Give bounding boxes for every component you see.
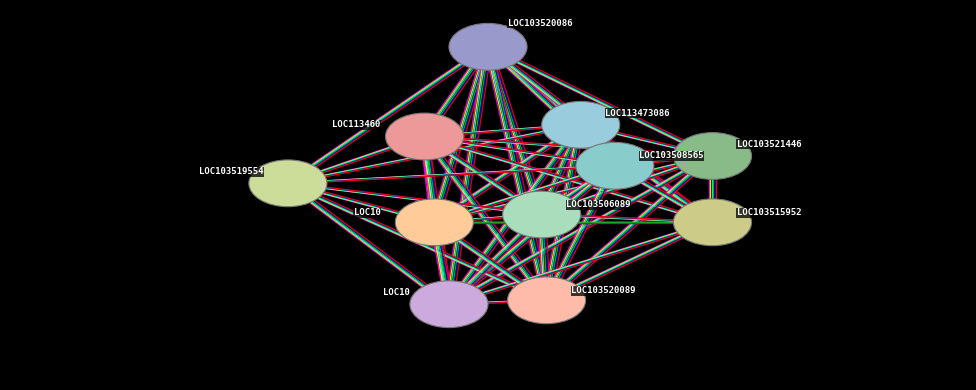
Text: LOC103519554: LOC103519554 xyxy=(199,167,264,176)
Ellipse shape xyxy=(395,199,473,246)
Text: LOC103520089: LOC103520089 xyxy=(571,286,635,295)
Ellipse shape xyxy=(542,101,620,148)
Ellipse shape xyxy=(503,191,581,238)
Ellipse shape xyxy=(449,23,527,70)
Ellipse shape xyxy=(673,133,752,179)
Ellipse shape xyxy=(673,199,752,246)
Ellipse shape xyxy=(386,113,464,160)
Text: LOC113460: LOC113460 xyxy=(332,120,381,129)
Text: LOC103508565: LOC103508565 xyxy=(639,151,704,161)
Text: LOC103515952: LOC103515952 xyxy=(737,208,801,217)
Text: LOC103506089: LOC103506089 xyxy=(566,200,630,209)
Text: LOC10: LOC10 xyxy=(353,208,381,217)
Ellipse shape xyxy=(249,160,327,207)
Text: LOC10: LOC10 xyxy=(383,288,410,297)
Ellipse shape xyxy=(508,277,586,324)
Text: LOC103521446: LOC103521446 xyxy=(737,140,801,149)
Ellipse shape xyxy=(410,281,488,328)
Ellipse shape xyxy=(576,142,654,189)
Text: LOC103520086: LOC103520086 xyxy=(508,19,572,28)
Text: LOC113473086: LOC113473086 xyxy=(605,108,670,118)
